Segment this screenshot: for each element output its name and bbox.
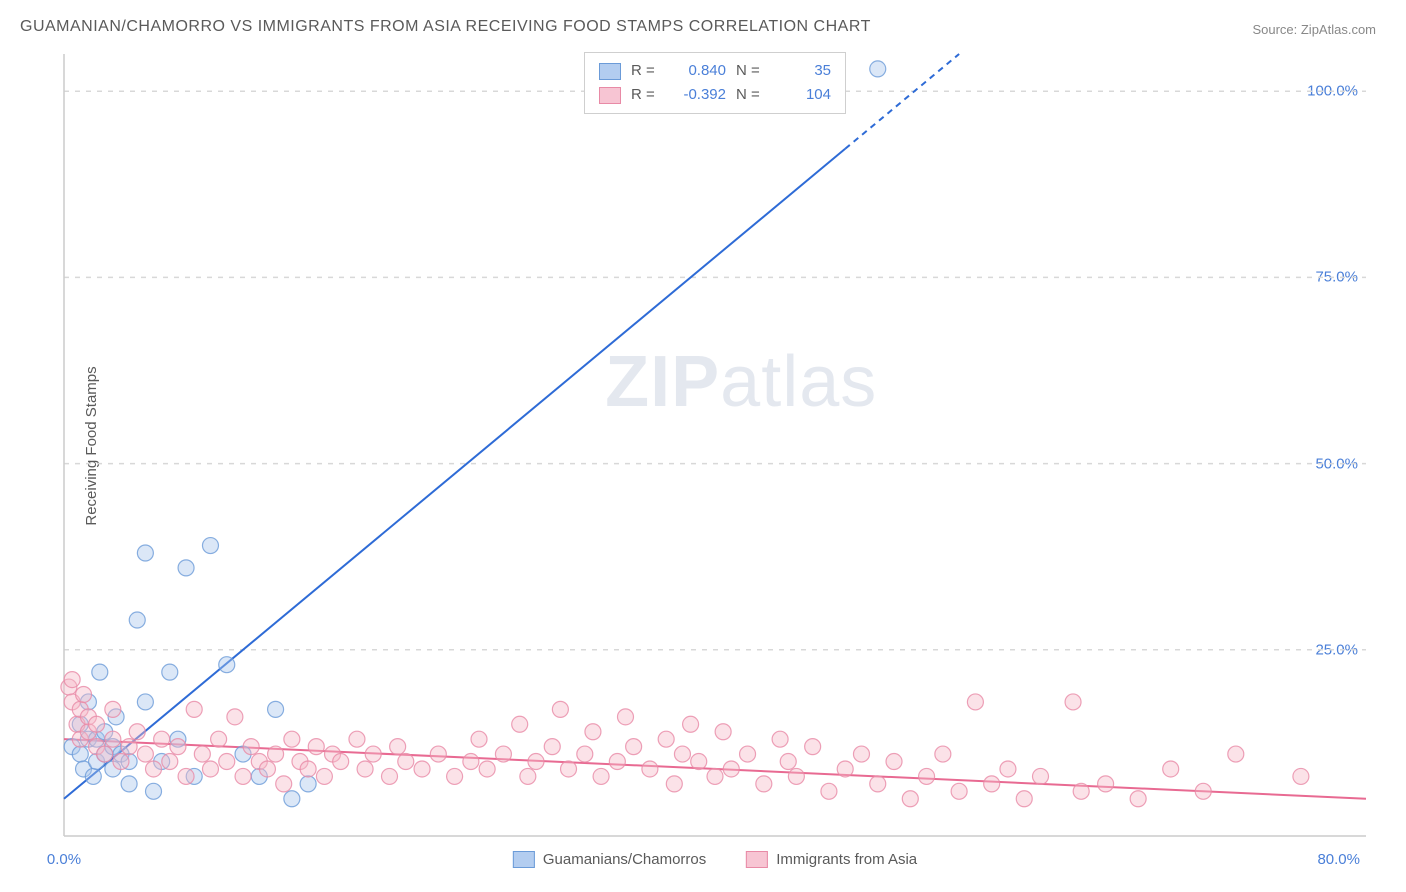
n-label: N = bbox=[736, 59, 766, 83]
legend-label-0: Guamanians/Chamorros bbox=[543, 851, 706, 868]
source-attribution: Source: ZipAtlas.com bbox=[1252, 22, 1376, 37]
series-legend: Guamanians/Chamorros Immigrants from Asi… bbox=[513, 851, 917, 868]
chart-svg bbox=[60, 50, 1370, 840]
n-value-1: 104 bbox=[776, 83, 831, 107]
chart-title: GUAMANIAN/CHAMORRO VS IMMIGRANTS FROM AS… bbox=[20, 18, 871, 36]
n-value-0: 35 bbox=[776, 59, 831, 83]
r-label: R = bbox=[631, 59, 661, 83]
legend-item-1: Immigrants from Asia bbox=[746, 851, 917, 868]
legend-swatch-1 bbox=[599, 87, 621, 104]
legend-row-series-1: R = -0.392 N = 104 bbox=[599, 83, 831, 107]
correlation-legend: R = 0.840 N = 35 R = -0.392 N = 104 bbox=[584, 52, 846, 114]
legend-swatch-0 bbox=[599, 63, 621, 80]
x-tick-label: 80.0% bbox=[1317, 851, 1360, 868]
r-label: R = bbox=[631, 83, 661, 107]
plot-area: ZIPatlas R = 0.840 N = 35 R = -0.392 N =… bbox=[60, 50, 1370, 840]
r-value-1: -0.392 bbox=[671, 83, 726, 107]
n-label: N = bbox=[736, 83, 766, 107]
legend-label-1: Immigrants from Asia bbox=[776, 851, 917, 868]
legend-swatch-bottom-0 bbox=[513, 851, 535, 868]
legend-swatch-bottom-1 bbox=[746, 851, 768, 868]
legend-item-0: Guamanians/Chamorros bbox=[513, 851, 706, 868]
x-tick-label: 0.0% bbox=[47, 851, 81, 868]
legend-row-series-0: R = 0.840 N = 35 bbox=[599, 59, 831, 83]
r-value-0: 0.840 bbox=[671, 59, 726, 83]
